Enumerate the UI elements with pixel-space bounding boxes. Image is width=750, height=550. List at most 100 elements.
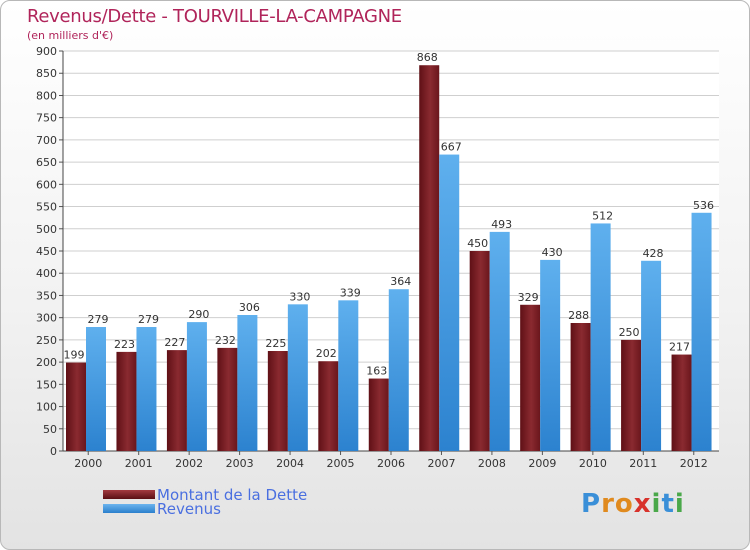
proxiti-logo: Proxiti <box>581 489 685 519</box>
bar-revenus <box>136 327 157 451</box>
data-label-dette: 232 <box>215 334 236 347</box>
y-tick-label: 850 <box>36 67 57 80</box>
y-tick-label: 150 <box>36 378 57 391</box>
y-tick-label: 450 <box>36 245 57 258</box>
chart-title: Revenus/Dette - TOURVILLE-LA-CAMPAGNE <box>27 6 402 27</box>
x-tick-label: 2009 <box>528 457 556 470</box>
logo-letter: r <box>601 489 615 519</box>
data-label-revenus: 428 <box>643 247 664 260</box>
data-label-dette: 227 <box>164 336 185 349</box>
data-label-revenus: 306 <box>239 301 260 314</box>
data-label-dette: 288 <box>568 309 589 322</box>
x-tick-label: 2001 <box>125 457 153 470</box>
logo-letter: i <box>674 489 685 519</box>
data-label-dette: 250 <box>619 326 640 339</box>
bar-dette <box>520 304 541 451</box>
data-label-dette: 868 <box>417 51 438 64</box>
data-label-revenus: 430 <box>542 246 563 259</box>
data-label-revenus: 536 <box>693 199 714 212</box>
data-label-revenus: 279 <box>88 313 109 326</box>
bar-dette <box>267 351 288 451</box>
bar-dette <box>469 251 490 451</box>
data-label-dette: 329 <box>518 291 539 304</box>
data-label-dette: 202 <box>316 347 337 360</box>
legend-label-dette: Montant de la Dette <box>157 486 308 504</box>
data-label-revenus: 493 <box>491 218 512 231</box>
bar-dette <box>166 350 187 451</box>
data-label-revenus: 330 <box>289 290 310 303</box>
bar-dette <box>116 351 137 451</box>
bar-revenus <box>86 327 106 451</box>
y-tick-label: 200 <box>36 356 57 369</box>
y-tick-label: 250 <box>36 334 57 347</box>
x-tick-label: 2006 <box>377 457 405 470</box>
x-tick-label: 2005 <box>327 457 355 470</box>
logo-letter: t <box>661 489 675 519</box>
y-tick-label: 300 <box>36 312 57 325</box>
x-tick-label: 2011 <box>629 457 657 470</box>
y-tick-label: 100 <box>36 401 57 414</box>
data-label-revenus: 279 <box>138 313 159 326</box>
bar-revenus <box>641 260 662 451</box>
x-tick-label: 2004 <box>276 457 304 470</box>
legend-swatch-dette <box>103 490 155 499</box>
data-label-dette: 217 <box>669 341 690 354</box>
x-tick-label: 2012 <box>680 457 708 470</box>
x-tick-label: 2010 <box>579 457 607 470</box>
y-tick-label: 900 <box>36 45 57 58</box>
y-tick-label: 400 <box>36 267 57 280</box>
bar-revenus <box>186 322 207 451</box>
x-tick-label: 2002 <box>175 457 203 470</box>
legend-swatch-revenus <box>103 504 155 513</box>
bar-dette <box>671 354 692 451</box>
y-tick-label: 350 <box>36 289 57 302</box>
bar-dette <box>318 361 339 451</box>
chart-subtitle: (en milliers d'€) <box>27 29 114 42</box>
bar-dette <box>621 339 642 451</box>
y-tick-label: 700 <box>36 134 57 147</box>
logo-letter: i <box>651 489 662 519</box>
bar-revenus <box>590 223 611 451</box>
y-tick-label: 750 <box>36 112 57 125</box>
y-tick-label: 0 <box>50 445 57 458</box>
data-label-revenus: 667 <box>441 141 462 154</box>
bar-revenus <box>439 154 460 452</box>
x-tick-label: 2000 <box>74 457 102 470</box>
y-tick-label: 500 <box>36 223 57 236</box>
data-label-revenus: 339 <box>340 286 361 299</box>
data-label-dette: 223 <box>114 338 135 351</box>
data-label-revenus: 290 <box>188 308 209 321</box>
bar-dette <box>217 347 238 451</box>
data-label-dette: 225 <box>265 337 286 350</box>
data-label-dette: 450 <box>467 237 488 250</box>
bar-revenus <box>540 259 561 451</box>
logo-letter: o <box>614 489 634 519</box>
y-tick-label: 550 <box>36 201 57 214</box>
data-label-dette: 163 <box>366 365 387 378</box>
data-label-dette: 199 <box>64 349 85 362</box>
y-tick-label: 650 <box>36 156 57 169</box>
bar-dette <box>570 323 591 451</box>
data-label-revenus: 512 <box>592 209 613 222</box>
logo-letter: P <box>581 489 602 519</box>
bar-revenus <box>489 231 510 451</box>
bar-dette <box>368 378 389 451</box>
y-tick-label: 50 <box>43 423 57 436</box>
bar-dette <box>66 362 86 451</box>
data-label-revenus: 364 <box>390 275 411 288</box>
bar-revenus <box>338 300 359 451</box>
logo-letter: x <box>633 489 652 519</box>
y-tick-label: 800 <box>36 89 57 102</box>
bar-dette <box>419 65 440 451</box>
x-tick-label: 2007 <box>427 457 455 470</box>
x-tick-label: 2008 <box>478 457 506 470</box>
legend-label-revenus: Revenus <box>157 500 221 518</box>
x-tick-label: 2003 <box>226 457 254 470</box>
bar-revenus <box>237 315 258 451</box>
bar-revenus <box>691 212 712 451</box>
bar-revenus <box>388 289 409 451</box>
y-tick-label: 600 <box>36 178 57 191</box>
bar-revenus <box>287 304 308 451</box>
